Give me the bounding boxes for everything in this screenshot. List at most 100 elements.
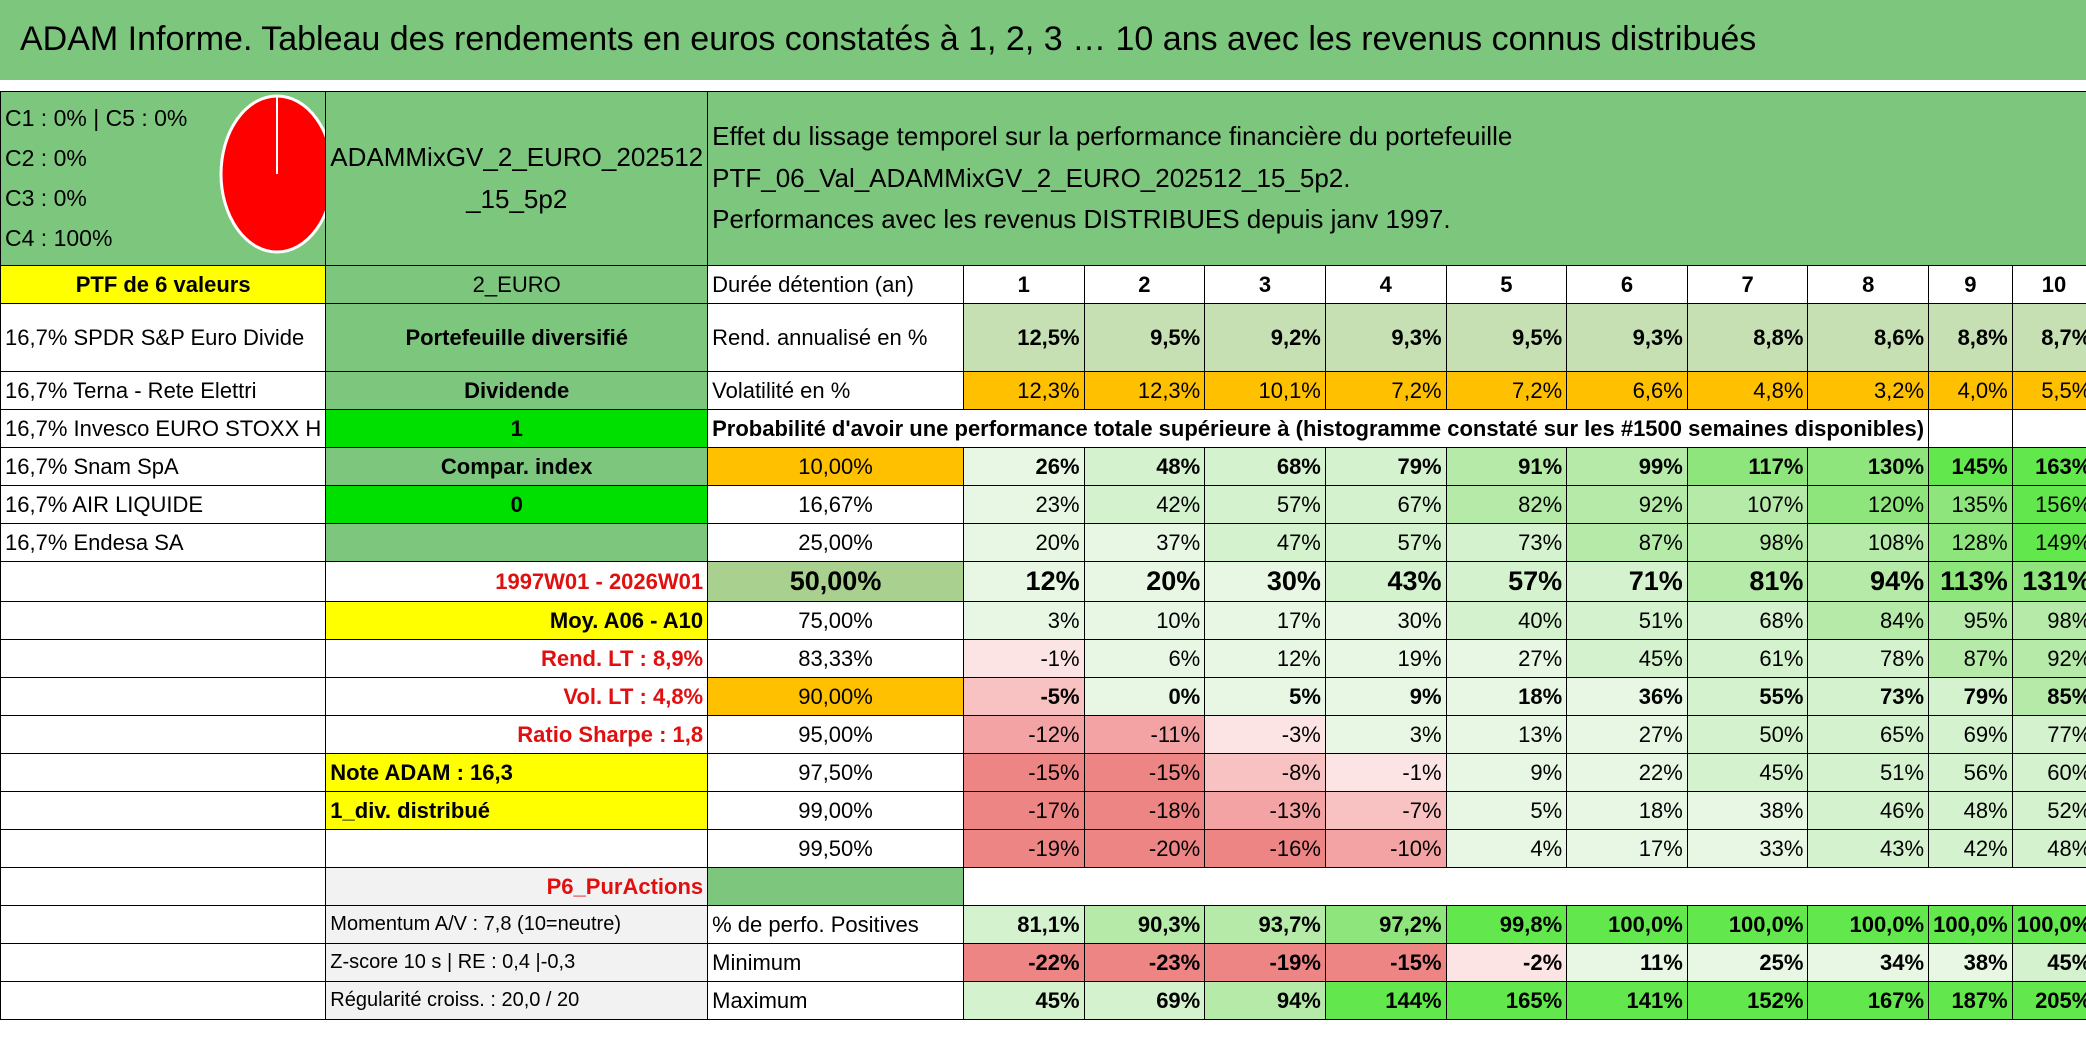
probability-value[interactable]: 48% bbox=[1083, 447, 1206, 486]
row-label[interactable]: Minimum bbox=[707, 943, 964, 982]
probability-value[interactable]: 46% bbox=[1807, 791, 1930, 830]
rend-value[interactable]: 9,5% bbox=[1083, 303, 1206, 372]
vol-value[interactable]: 7,2% bbox=[1445, 371, 1568, 410]
stat-value[interactable]: -2% bbox=[1445, 943, 1568, 982]
empty-cell[interactable] bbox=[0, 639, 327, 678]
probability-value[interactable]: 69% bbox=[1928, 715, 2013, 754]
probability-value[interactable]: 61% bbox=[1686, 639, 1809, 678]
probability-value[interactable]: 20% bbox=[962, 523, 1085, 562]
summary-stat[interactable]: Ratio Sharpe : 1,8 bbox=[325, 715, 709, 754]
probability-value[interactable]: 94% bbox=[1807, 561, 1930, 602]
probability-value[interactable]: 13% bbox=[1445, 715, 1568, 754]
stat-value[interactable]: 45% bbox=[962, 981, 1085, 1020]
header-text-cell[interactable]: Effet du lissage temporel sur la perform… bbox=[707, 91, 2086, 266]
probability-value[interactable]: 113% bbox=[1928, 561, 2013, 602]
rend-value[interactable]: 9,3% bbox=[1566, 303, 1688, 372]
vol-value[interactable]: 5,5% bbox=[2011, 371, 2086, 410]
probability-value[interactable]: 149% bbox=[2011, 523, 2086, 562]
stat-value[interactable]: -19% bbox=[1204, 943, 1326, 982]
ptf-label[interactable]: PTF de 6 valeurs bbox=[0, 265, 327, 304]
stat-value[interactable]: 45% bbox=[2011, 943, 2086, 982]
probability-value[interactable]: -13% bbox=[1204, 791, 1326, 830]
year-header[interactable]: 7 bbox=[1686, 265, 1809, 304]
duration-label[interactable]: Durée détention (an) bbox=[707, 265, 964, 304]
probability-value[interactable]: 117% bbox=[1686, 447, 1809, 486]
probability-threshold[interactable]: 97,50% bbox=[707, 753, 964, 792]
probability-value[interactable]: 99% bbox=[1566, 447, 1688, 486]
probability-value[interactable]: 68% bbox=[1204, 447, 1326, 486]
probability-value[interactable]: 23% bbox=[962, 485, 1085, 524]
probability-value[interactable]: 51% bbox=[1807, 753, 1930, 792]
probability-value[interactable]: 79% bbox=[1928, 677, 2013, 716]
probability-value[interactable]: 45% bbox=[1566, 639, 1688, 678]
vol-value[interactable]: 6,6% bbox=[1566, 371, 1688, 410]
stat-value[interactable]: 94% bbox=[1204, 981, 1326, 1020]
year-header[interactable]: 8 bbox=[1807, 265, 1930, 304]
stat-value[interactable]: -23% bbox=[1083, 943, 1206, 982]
probability-value[interactable]: 17% bbox=[1566, 829, 1688, 868]
empty-cell[interactable] bbox=[0, 791, 327, 830]
p6-label[interactable]: P6_PurActions bbox=[325, 867, 709, 906]
probability-value[interactable]: 98% bbox=[1686, 523, 1809, 562]
vol-value[interactable]: 4,8% bbox=[1686, 371, 1809, 410]
summary-stat[interactable]: Z-score 10 s | RE : 0,4 |-0,3 bbox=[325, 943, 709, 982]
probability-value[interactable]: 71% bbox=[1566, 561, 1688, 602]
empty-cell[interactable] bbox=[707, 867, 964, 906]
empty-cell[interactable] bbox=[0, 829, 327, 868]
probability-value[interactable]: 65% bbox=[1807, 715, 1930, 754]
probability-value[interactable]: 98% bbox=[2011, 601, 2086, 640]
vol-value[interactable]: 12,3% bbox=[1083, 371, 1206, 410]
probability-value[interactable]: 52% bbox=[2011, 791, 2086, 830]
probability-value[interactable]: 33% bbox=[1686, 829, 1809, 868]
summary-stat[interactable]: Vol. LT : 4,8% bbox=[325, 677, 709, 716]
probability-value[interactable]: -15% bbox=[1083, 753, 1206, 792]
stat-value[interactable]: 100,0% bbox=[1686, 905, 1809, 944]
stat-value[interactable]: 100,0% bbox=[2011, 905, 2086, 944]
probability-value[interactable]: 48% bbox=[1928, 791, 2013, 830]
probability-value[interactable]: 12% bbox=[962, 561, 1085, 602]
portfolio-name-cell[interactable]: ADAMMixGV_2_EURO_202512​_15_5p2 bbox=[325, 91, 709, 266]
year-header[interactable]: 5 bbox=[1445, 265, 1568, 304]
probability-value[interactable]: 57% bbox=[1324, 523, 1447, 562]
summary-stat[interactable]: Compar. index bbox=[325, 447, 709, 486]
holding-name[interactable]: 16,7% AIR LIQUIDE bbox=[0, 485, 327, 524]
row-label[interactable]: % de perfo. Positives bbox=[707, 905, 964, 944]
probability-threshold[interactable]: 16,67% bbox=[707, 485, 964, 524]
empty-cell[interactable] bbox=[0, 905, 327, 944]
probability-value[interactable]: 92% bbox=[2011, 639, 2086, 678]
empty-cell[interactable] bbox=[963, 868, 2086, 906]
probability-value[interactable]: -19% bbox=[962, 829, 1085, 868]
probability-value[interactable]: -20% bbox=[1083, 829, 1206, 868]
probability-value[interactable]: 27% bbox=[1445, 639, 1568, 678]
empty-cell[interactable] bbox=[0, 981, 327, 1020]
stat-value[interactable]: 100,0% bbox=[1566, 905, 1688, 944]
probability-value[interactable]: 4% bbox=[1445, 829, 1568, 868]
probability-value[interactable]: 128% bbox=[1928, 523, 2013, 562]
empty-cell[interactable] bbox=[325, 829, 709, 868]
probability-value[interactable]: 67% bbox=[1324, 485, 1447, 524]
stat-value[interactable]: 97,2% bbox=[1324, 905, 1447, 944]
probability-value[interactable]: 108% bbox=[1807, 523, 1930, 562]
empty-cell[interactable] bbox=[0, 561, 327, 602]
probability-value[interactable]: 95% bbox=[1928, 601, 2013, 640]
probability-value[interactable]: 51% bbox=[1566, 601, 1688, 640]
vol-value[interactable]: 4,0% bbox=[1928, 371, 2013, 410]
probability-threshold[interactable]: 90,00% bbox=[707, 677, 964, 716]
probability-value[interactable]: 50% bbox=[1686, 715, 1809, 754]
probability-value[interactable]: -7% bbox=[1324, 791, 1447, 830]
vol-value[interactable]: 3,2% bbox=[1807, 371, 1930, 410]
probability-value[interactable]: -5% bbox=[962, 677, 1085, 716]
probability-value[interactable]: 79% bbox=[1324, 447, 1447, 486]
year-header[interactable]: 10 bbox=[2011, 265, 2086, 304]
empty-cell[interactable] bbox=[0, 677, 327, 716]
probability-value[interactable]: 85% bbox=[2011, 677, 2086, 716]
probability-value[interactable]: 38% bbox=[1686, 791, 1809, 830]
year-header[interactable]: 1 bbox=[962, 265, 1085, 304]
probability-value[interactable]: 120% bbox=[1807, 485, 1930, 524]
probability-value[interactable]: 77% bbox=[2011, 715, 2086, 754]
probability-value[interactable]: -3% bbox=[1204, 715, 1326, 754]
probability-value[interactable]: 43% bbox=[1807, 829, 1930, 868]
stat-value[interactable]: 99,8% bbox=[1445, 905, 1568, 944]
year-header[interactable]: 2 bbox=[1083, 265, 1206, 304]
empty-cell[interactable] bbox=[0, 867, 327, 906]
